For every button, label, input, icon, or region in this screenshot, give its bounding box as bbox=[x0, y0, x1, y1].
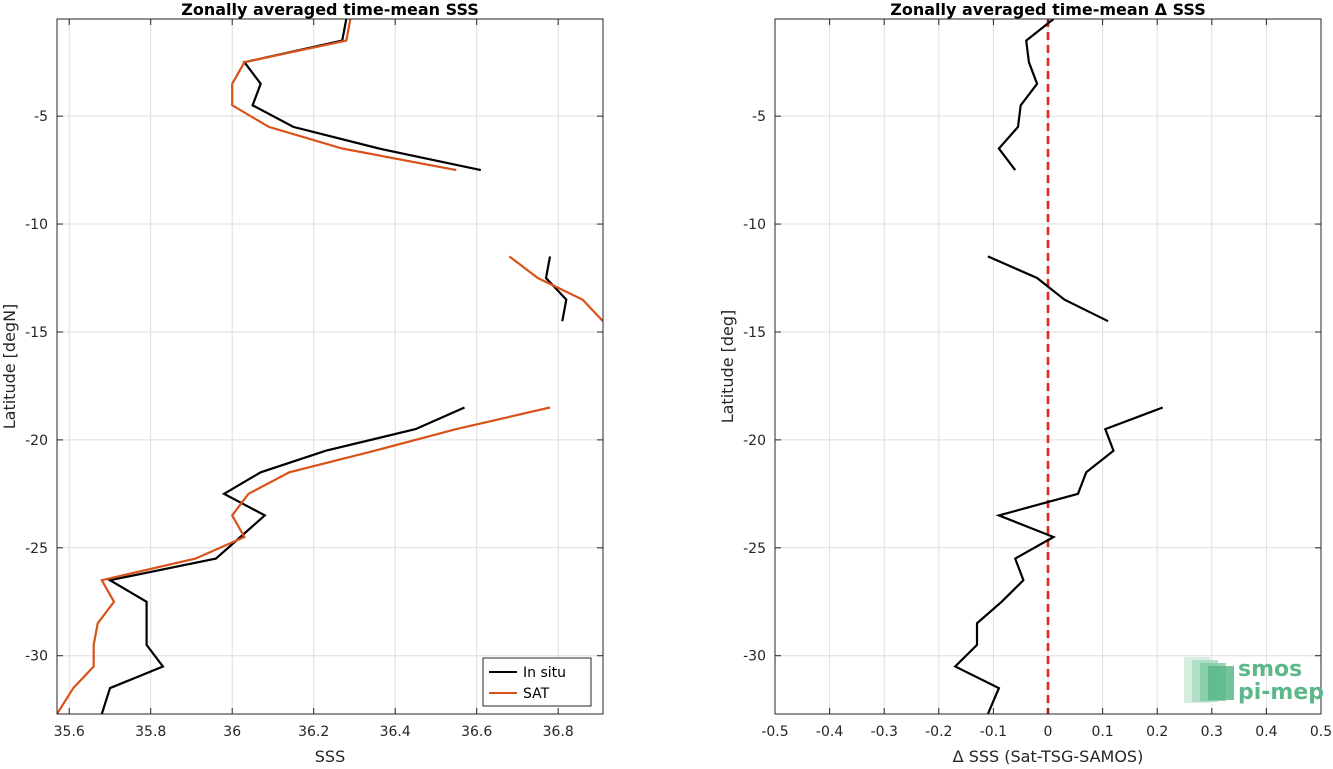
right-x-axis-label: Δ SSS (Sat-TSG-SAMOS) bbox=[953, 747, 1144, 765]
left-chart-title: Zonally averaged time-mean SSS bbox=[181, 0, 479, 19]
series-line-in-situ-segment-3 bbox=[100, 406, 465, 714]
x-tick-label: -0.5 bbox=[761, 724, 788, 740]
x-tick-label: 36.4 bbox=[380, 724, 411, 740]
legend: In situ SAT bbox=[482, 657, 592, 707]
y-tick-label: -20 bbox=[743, 433, 766, 449]
logo-mark-icon bbox=[1184, 657, 1234, 703]
y-tick-label: -10 bbox=[743, 217, 766, 233]
right-chart-panel: -0.5 -0.4 -0.3 -0.2 -0.1 0 0.1 0.2 0.3 0.4 0.5 -5 -1… bbox=[718, 0, 1332, 766]
series-line-sat-segment-2 bbox=[508, 255, 603, 322]
x-tick-label: 36.2 bbox=[298, 724, 329, 740]
right-ticks: -0.5 -0.4 -0.3 -0.2 -0.1 0 0.1 0.2 0.3 0.4 0.5 -5 -1… bbox=[743, 19, 1332, 740]
series-line-delta-sss-segment-3 bbox=[953, 406, 1164, 714]
y-tick-label: -5 bbox=[34, 109, 48, 125]
y-tick-label: -25 bbox=[743, 541, 766, 557]
left-ticks: 35.6 35.8 36 36.2 36.4 36.6 36.8 -5 -10 -15 -20 -25… bbox=[25, 19, 603, 740]
x-tick-label: 36.6 bbox=[461, 724, 492, 740]
left-x-axis-label: SSS bbox=[315, 747, 345, 765]
right-y-axis-label: Latitude [deg] bbox=[718, 310, 737, 424]
x-tick-label: -0.4 bbox=[816, 724, 843, 740]
x-tick-label: 35.8 bbox=[135, 724, 166, 740]
x-tick-label: -0.1 bbox=[980, 724, 1007, 740]
left-chart-panel: 35.6 35.8 36 36.2 36.4 36.6 36.8 -5 -10 -15 -20 -25… bbox=[0, 0, 604, 766]
left-plot-frame bbox=[56, 18, 604, 715]
x-tick-label: 36.8 bbox=[543, 724, 574, 740]
left-data-lines bbox=[57, 19, 603, 714]
x-tick-label: 0 bbox=[1044, 724, 1053, 740]
x-tick-label: 0.1 bbox=[1091, 724, 1113, 740]
legend-entry-sat: SAT bbox=[523, 686, 550, 702]
series-line-sat-segment-1 bbox=[231, 19, 457, 172]
y-tick-label: -15 bbox=[25, 325, 48, 341]
y-tick-label: -30 bbox=[743, 649, 766, 665]
series-line-sat-segment-3 bbox=[57, 406, 551, 714]
y-tick-label: -25 bbox=[25, 541, 48, 557]
series-line-delta-sss-segment-1 bbox=[997, 19, 1055, 171]
logo-text-smos: smos bbox=[1238, 657, 1302, 682]
right-data-lines bbox=[953, 19, 1164, 714]
logo-mark-layer bbox=[1208, 666, 1234, 700]
smos-pi-mep-logo: smos pi-mep bbox=[1184, 657, 1324, 705]
x-tick-label: 0.4 bbox=[1255, 724, 1277, 740]
left-grid bbox=[57, 19, 603, 714]
y-tick-label: -30 bbox=[25, 649, 48, 665]
y-tick-label: -15 bbox=[743, 325, 766, 341]
y-tick-label: -10 bbox=[25, 217, 48, 233]
series-clip-group bbox=[57, 19, 603, 714]
left-y-axis-label: Latitude [degN] bbox=[0, 304, 19, 430]
series-line-in-situ-segment-2 bbox=[544, 256, 568, 322]
y-tick-label: -5 bbox=[752, 109, 766, 125]
left-plot-area bbox=[57, 19, 603, 714]
series-clip-group bbox=[953, 19, 1164, 714]
x-tick-label: 0.5 bbox=[1310, 724, 1332, 740]
x-tick-label: -0.3 bbox=[871, 724, 898, 740]
x-tick-label: 36 bbox=[223, 724, 241, 740]
y-tick-label: -20 bbox=[25, 433, 48, 449]
right-chart-title: Zonally averaged time-mean Δ SSS bbox=[890, 0, 1206, 19]
x-tick-label: 0.2 bbox=[1146, 724, 1168, 740]
logo-text-pi-mep: pi-mep bbox=[1238, 680, 1324, 705]
series-line-delta-sss-segment-2 bbox=[987, 255, 1109, 323]
x-tick-label: 35.6 bbox=[54, 724, 85, 740]
x-tick-label: -0.2 bbox=[925, 724, 952, 740]
x-tick-label: 0.3 bbox=[1201, 724, 1223, 740]
legend-entry-in-situ: In situ bbox=[523, 665, 566, 681]
legend-box bbox=[482, 657, 592, 707]
